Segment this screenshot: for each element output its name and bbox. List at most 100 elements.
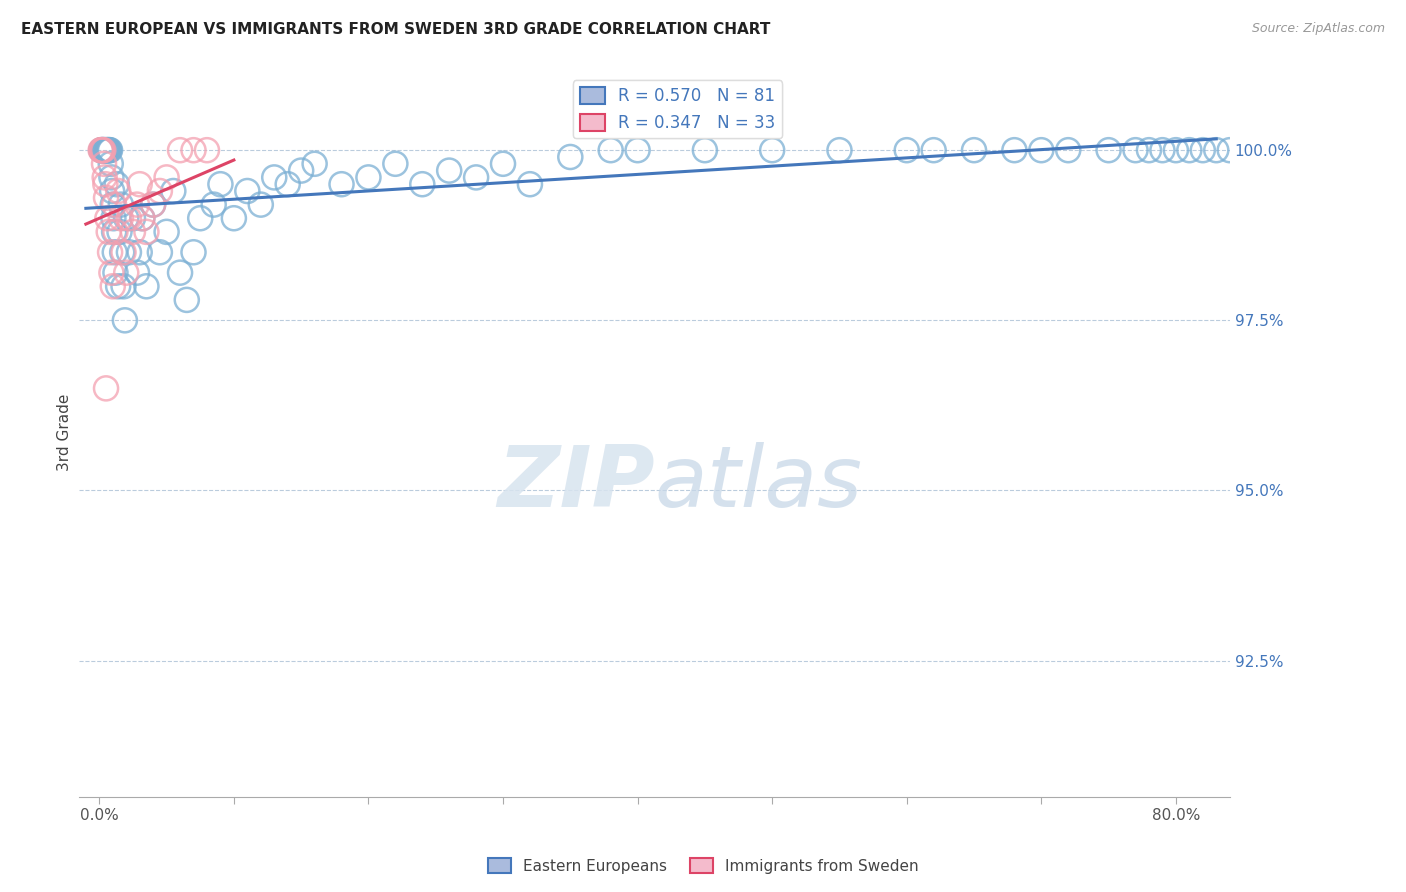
Point: [110, 197, 132, 211]
Point: [963, 143, 986, 157]
Point: [93, 170, 115, 185]
Point: [115, 211, 138, 226]
Point: [96, 143, 118, 157]
Point: [263, 170, 285, 185]
Point: [761, 143, 783, 157]
Point: [411, 178, 433, 192]
Point: [1178, 143, 1201, 157]
Text: EASTERN EUROPEAN VS IMMIGRANTS FROM SWEDEN 3RD GRADE CORRELATION CHART: EASTERN EUROPEAN VS IMMIGRANTS FROM SWED…: [21, 22, 770, 37]
Point: [114, 313, 136, 327]
Y-axis label: 3rd Grade: 3rd Grade: [58, 394, 72, 471]
Point: [155, 225, 177, 239]
Point: [1152, 143, 1174, 157]
Point: [104, 245, 127, 260]
Point: [1205, 143, 1227, 157]
Point: [131, 211, 153, 226]
Point: [94, 178, 117, 192]
Point: [122, 225, 145, 239]
Point: [96, 143, 118, 157]
Point: [90, 143, 112, 157]
Point: [104, 225, 127, 239]
Point: [101, 197, 124, 211]
Point: [1031, 143, 1053, 157]
Point: [195, 143, 218, 157]
Point: [626, 143, 648, 157]
Point: [169, 143, 191, 157]
Point: [103, 197, 125, 211]
Point: [1137, 143, 1160, 157]
Point: [111, 245, 134, 260]
Point: [112, 245, 135, 260]
Point: [118, 245, 141, 260]
Point: [107, 184, 129, 198]
Legend: Eastern Europeans, Immigrants from Sweden: Eastern Europeans, Immigrants from Swede…: [481, 852, 925, 880]
Point: [599, 143, 621, 157]
Point: [91, 143, 114, 157]
Point: [101, 184, 124, 198]
Point: [1125, 143, 1147, 157]
Point: [101, 279, 124, 293]
Point: [94, 143, 117, 157]
Point: [384, 157, 406, 171]
Point: [135, 279, 157, 293]
Point: [1057, 143, 1080, 157]
Point: [1097, 143, 1119, 157]
Point: [560, 150, 582, 164]
Point: [149, 245, 172, 260]
Point: [330, 178, 353, 192]
Point: [103, 225, 125, 239]
Point: [100, 157, 122, 171]
Point: [437, 163, 460, 178]
Point: [1164, 143, 1187, 157]
Point: [209, 178, 232, 192]
Point: [1219, 143, 1241, 157]
Point: [290, 163, 312, 178]
Point: [357, 170, 380, 185]
Point: [922, 143, 945, 157]
Point: [169, 266, 191, 280]
Point: [94, 381, 117, 395]
Point: [96, 211, 118, 226]
Point: [94, 191, 117, 205]
Point: [118, 211, 141, 226]
Point: [828, 143, 851, 157]
Point: [149, 184, 172, 198]
Point: [188, 211, 211, 226]
Point: [93, 157, 115, 171]
Point: [98, 143, 121, 157]
Point: [98, 143, 121, 157]
Point: [110, 211, 132, 226]
Point: [896, 143, 918, 157]
Point: [91, 143, 114, 157]
Point: [115, 266, 138, 280]
Point: [90, 143, 112, 157]
Point: [693, 143, 716, 157]
Text: ZIP: ZIP: [496, 442, 654, 525]
Point: [112, 279, 135, 293]
Point: [107, 279, 129, 293]
Text: atlas: atlas: [654, 442, 862, 525]
Point: [125, 266, 148, 280]
Point: [105, 178, 128, 192]
Point: [176, 293, 198, 307]
Point: [142, 197, 165, 211]
Point: [155, 170, 177, 185]
Text: Source: ZipAtlas.com: Source: ZipAtlas.com: [1251, 22, 1385, 36]
Point: [236, 184, 259, 198]
Legend: R = 0.570   N = 81, R = 0.347   N = 33: R = 0.570 N = 81, R = 0.347 N = 33: [574, 80, 782, 138]
Point: [91, 143, 114, 157]
Point: [465, 170, 488, 185]
Point: [519, 178, 541, 192]
Point: [1191, 143, 1213, 157]
Point: [93, 143, 115, 157]
Point: [135, 225, 157, 239]
Point: [142, 197, 165, 211]
Point: [104, 266, 127, 280]
Point: [128, 178, 150, 192]
Point: [492, 157, 515, 171]
Point: [183, 143, 205, 157]
Point: [97, 143, 120, 157]
Point: [93, 143, 115, 157]
Point: [91, 143, 114, 157]
Point: [125, 197, 148, 211]
